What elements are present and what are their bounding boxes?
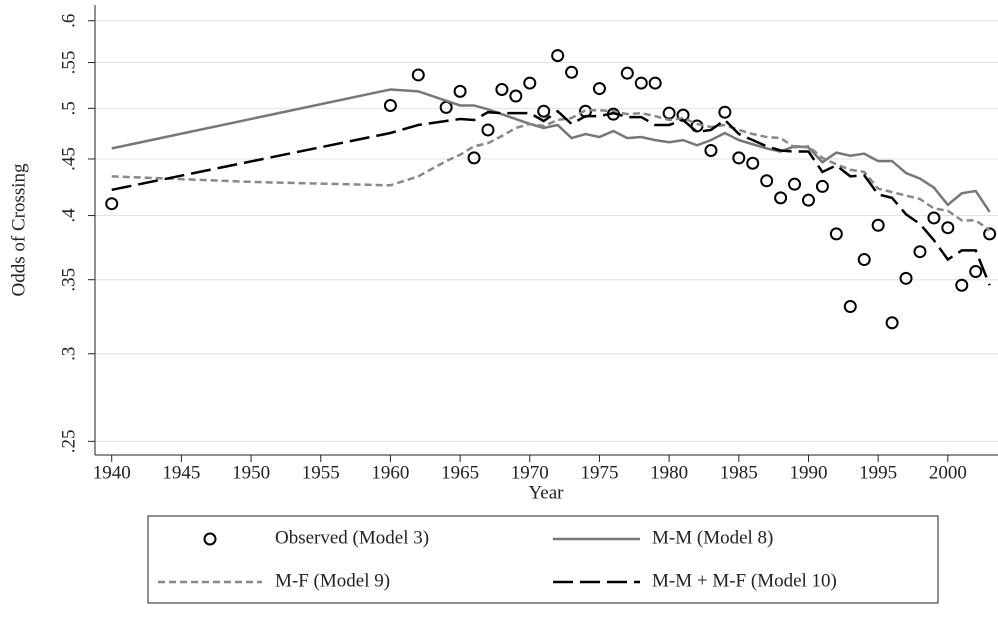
data-point — [843, 300, 857, 314]
data-point — [760, 174, 774, 188]
series-line — [111, 109, 991, 232]
data-point — [523, 76, 537, 90]
y-tick-label: .3 — [58, 347, 79, 361]
legend-marker — [203, 532, 217, 546]
data-point — [941, 221, 955, 235]
legend-label: M-M (Model 8) — [652, 527, 773, 548]
data-point — [913, 245, 927, 259]
x-axis-label: Year — [528, 482, 564, 503]
x-tick-label: 1975 — [580, 462, 618, 483]
y-tick-label: .6 — [58, 14, 79, 28]
data-point — [565, 65, 579, 79]
y-tick-label: .5 — [58, 101, 79, 115]
data-point — [411, 68, 425, 82]
x-tick-label: 1985 — [720, 462, 758, 483]
data-point — [774, 191, 788, 205]
data-point — [662, 106, 676, 120]
y-tick-label: .55 — [58, 51, 79, 75]
x-tick-label: 1940 — [93, 462, 131, 483]
series-line — [111, 88, 991, 213]
legend-label: M-F (Model 9) — [275, 570, 390, 591]
x-tick-label: 1995 — [859, 462, 897, 483]
data-point — [481, 123, 495, 137]
data-point — [857, 253, 871, 267]
series-line — [111, 109, 991, 286]
data-point — [983, 227, 997, 241]
legend-label: Observed (Model 3) — [275, 527, 429, 548]
y-tick-label: .25 — [58, 429, 79, 453]
data-point — [969, 265, 983, 279]
data-point — [105, 197, 119, 211]
data-point — [467, 151, 481, 165]
data-point — [718, 105, 732, 119]
x-tick-label: 1955 — [302, 462, 340, 483]
data-point — [439, 100, 453, 114]
data-point — [788, 177, 802, 191]
data-point — [537, 104, 551, 118]
legend-label: M-M + M-F (Model 10) — [652, 570, 837, 591]
y-tick-label: .45 — [58, 147, 79, 171]
x-tick-label: 1965 — [441, 462, 479, 483]
x-tick-label: 1990 — [789, 462, 827, 483]
x-tick-label: 1945 — [162, 462, 200, 483]
x-tick-label: 2000 — [929, 462, 967, 483]
data-point — [955, 278, 969, 292]
data-point — [634, 76, 648, 90]
legend-box — [147, 515, 939, 604]
data-point — [620, 66, 634, 80]
data-point — [732, 151, 746, 165]
y-tick-label: .4 — [58, 208, 79, 223]
data-point — [551, 49, 565, 63]
data-point — [871, 218, 885, 232]
data-point — [927, 211, 941, 225]
data-point — [801, 193, 815, 207]
x-tick-label: 1980 — [650, 462, 688, 483]
x-tick-label: 1950 — [232, 462, 270, 483]
data-point — [648, 76, 662, 90]
data-point — [746, 156, 760, 170]
data-point — [704, 143, 718, 157]
data-point — [592, 82, 606, 96]
data-point — [815, 179, 829, 193]
data-point — [495, 83, 509, 97]
data-point — [509, 89, 523, 103]
data-point — [899, 271, 913, 285]
data-point — [453, 84, 467, 98]
x-tick-label: 1970 — [511, 462, 549, 483]
y-tick-label: .35 — [58, 268, 79, 292]
y-axis-label: Odds of Crossing — [8, 163, 29, 297]
data-point — [829, 227, 843, 241]
x-tick-label: 1960 — [371, 462, 409, 483]
data-point — [885, 316, 899, 330]
data-point — [383, 98, 397, 112]
